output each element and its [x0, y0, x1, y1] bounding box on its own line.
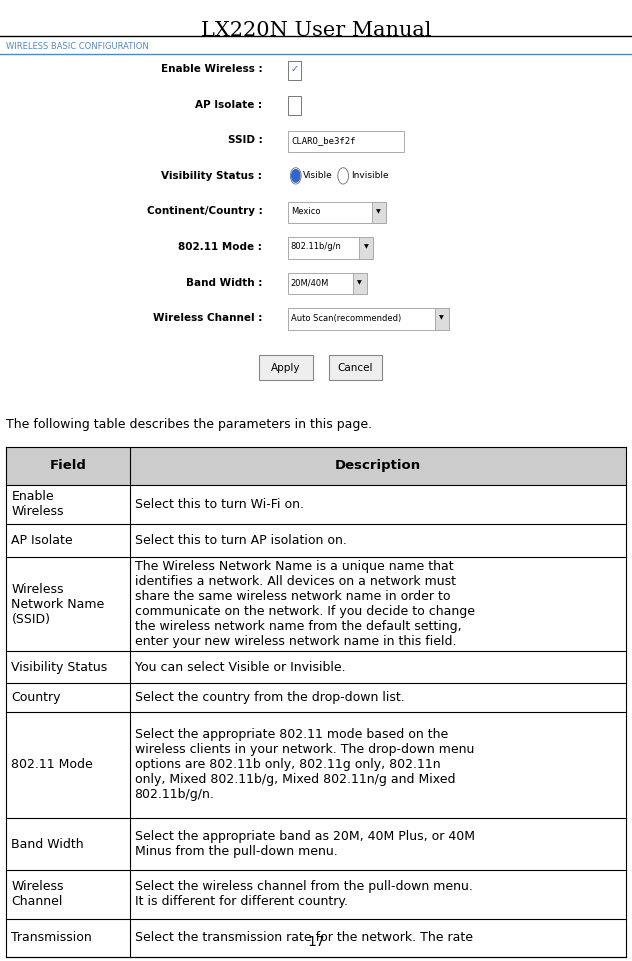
Bar: [6, 447, 626, 485]
Text: Description: Description: [334, 459, 421, 473]
Text: Band Width: Band Width: [11, 838, 84, 850]
Bar: [288, 96, 301, 115]
Text: Enable
Wireless: Enable Wireless: [11, 490, 64, 518]
Circle shape: [291, 169, 300, 182]
Bar: [435, 308, 449, 330]
Text: AP Isolate: AP Isolate: [11, 534, 73, 547]
Text: AP Isolate :: AP Isolate :: [195, 100, 262, 110]
Text: Continent/Country :: Continent/Country :: [147, 207, 262, 216]
Bar: [353, 273, 367, 294]
Text: ✓: ✓: [291, 64, 298, 74]
Text: ▼: ▼: [357, 280, 362, 285]
Text: Select this to turn Wi-Fi on.: Select this to turn Wi-Fi on.: [135, 498, 303, 511]
Text: CLARO_be3f2f: CLARO_be3f2f: [291, 136, 356, 145]
Text: Mexico: Mexico: [291, 207, 320, 216]
Text: You can select Visible or Invisible.: You can select Visible or Invisible.: [135, 661, 345, 674]
Text: Country: Country: [11, 691, 61, 704]
Text: SSID :: SSID :: [228, 136, 262, 145]
Text: Band Width :: Band Width :: [186, 278, 262, 287]
Text: Select the appropriate band as 20M, 40M Plus, or 40M
Minus from the pull-down me: Select the appropriate band as 20M, 40M …: [135, 830, 475, 858]
Text: 802.11 Mode :: 802.11 Mode :: [178, 242, 262, 252]
Text: 802.11b/g/n: 802.11b/g/n: [291, 242, 341, 252]
Text: Select the appropriate 802.11 mode based on the
wireless clients in your network: Select the appropriate 802.11 mode based…: [135, 728, 474, 801]
Text: Auto Scan(recommended): Auto Scan(recommended): [291, 313, 401, 323]
Bar: [288, 61, 301, 80]
Text: 802.11 Mode: 802.11 Mode: [11, 758, 93, 772]
Text: Visibility Status: Visibility Status: [11, 661, 107, 674]
Text: Transmission: Transmission: [11, 931, 92, 945]
Text: Field: Field: [49, 459, 87, 473]
Text: Visible: Visible: [303, 171, 333, 181]
Text: Wireless Channel :: Wireless Channel :: [153, 313, 262, 323]
Bar: [288, 237, 373, 259]
Text: Select this to turn AP isolation on.: Select this to turn AP isolation on.: [135, 534, 346, 547]
Bar: [288, 273, 367, 294]
Text: 20M/40M: 20M/40M: [291, 278, 329, 287]
Text: The following table describes the parameters in this page.: The following table describes the parame…: [6, 418, 372, 431]
Bar: [372, 202, 386, 223]
Bar: [329, 356, 382, 381]
Text: Select the wireless channel from the pull-down menu.
It is different for differe: Select the wireless channel from the pul…: [135, 880, 473, 908]
Text: Wireless
Network Name
(SSID): Wireless Network Name (SSID): [11, 582, 105, 626]
Text: ▼: ▼: [363, 244, 368, 250]
Text: Select the transmission rate for the network. The rate: Select the transmission rate for the net…: [135, 931, 473, 945]
Text: Visibility Status :: Visibility Status :: [161, 171, 262, 181]
Text: Enable Wireless :: Enable Wireless :: [161, 64, 262, 74]
Bar: [288, 202, 386, 223]
Text: Select the country from the drop-down list.: Select the country from the drop-down li…: [135, 691, 404, 704]
Text: 17: 17: [307, 935, 325, 949]
Text: Invisible: Invisible: [351, 171, 389, 181]
Text: WIRELESS BASIC CONFIGURATION: WIRELESS BASIC CONFIGURATION: [6, 42, 149, 51]
Text: LX220N User Manual: LX220N User Manual: [201, 21, 431, 40]
Text: Wireless
Channel: Wireless Channel: [11, 880, 64, 908]
Bar: [288, 308, 449, 330]
Text: The Wireless Network Name is a unique name that
identifies a network. All device: The Wireless Network Name is a unique na…: [135, 560, 475, 649]
Text: Apply: Apply: [271, 363, 301, 373]
Bar: [359, 237, 373, 259]
Text: ▼: ▼: [439, 315, 444, 321]
Bar: [259, 356, 313, 381]
Text: Cancel: Cancel: [337, 363, 374, 373]
Text: ▼: ▼: [376, 209, 381, 214]
Bar: [288, 131, 404, 152]
